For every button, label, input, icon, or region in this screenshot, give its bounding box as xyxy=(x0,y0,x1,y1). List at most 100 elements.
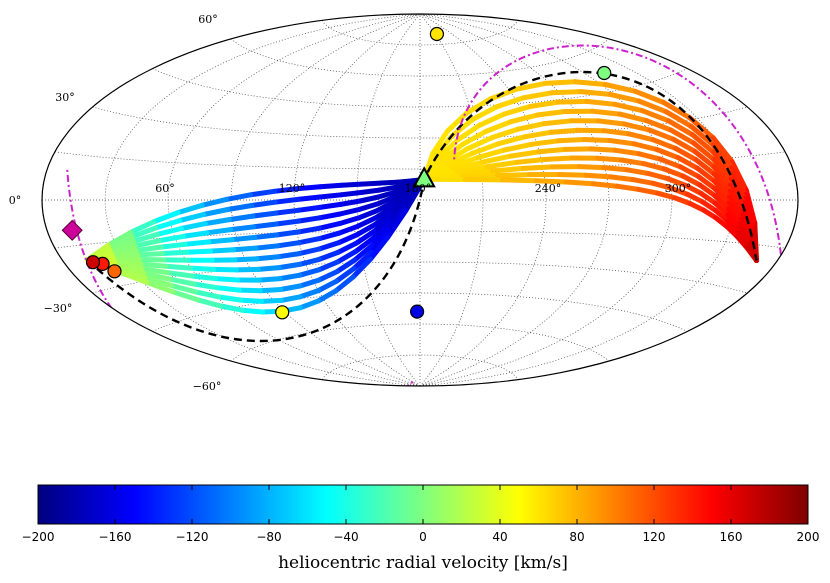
orbit-west-segment xyxy=(645,171,671,182)
orbit-west-segment xyxy=(668,127,697,146)
meridian-line xyxy=(104,14,421,386)
orbit-west-segment xyxy=(589,108,623,117)
markers-layer xyxy=(61,26,612,320)
orbit-east-segment xyxy=(138,261,169,269)
orbit-east-segment xyxy=(199,196,229,208)
orbit-west-segment xyxy=(670,136,698,154)
orbit-east-segment xyxy=(278,283,303,292)
orbit-east-segment xyxy=(374,199,397,214)
colorbar-tick-label: −80 xyxy=(256,530,281,544)
orbit-east-segment xyxy=(180,230,210,239)
orbit-west-segment xyxy=(515,121,547,132)
orbit-west-segment xyxy=(621,121,653,133)
orbit-east-segment xyxy=(336,223,361,236)
orbit-east-segment xyxy=(296,246,322,257)
orbit-west-segment xyxy=(608,174,636,183)
orbit-west-segment xyxy=(614,183,642,192)
orbit-west-segment xyxy=(630,177,656,186)
colorbar-tick-label: 160 xyxy=(720,530,743,544)
orbit-west-segment xyxy=(677,164,702,180)
orbit-east-segment xyxy=(296,236,322,246)
orbit-west-segment xyxy=(501,103,533,117)
mean-orbit-path xyxy=(86,70,758,343)
orbit-east-segment xyxy=(251,221,279,230)
orbit-east-segment xyxy=(252,232,280,240)
colorbar-tick-label: 0 xyxy=(419,530,427,544)
orbit-east-segment xyxy=(316,249,341,262)
orbit-west-segment xyxy=(694,165,718,184)
orbit-east-segment xyxy=(182,239,212,247)
lon-tick-120: 120° xyxy=(279,182,306,195)
orbit-west-segment xyxy=(494,172,533,178)
orbit-east-segment xyxy=(377,179,400,186)
orbit-west-segment xyxy=(602,82,638,94)
orbit-east-segment xyxy=(165,270,195,279)
orbit-east-segment xyxy=(385,208,409,240)
parallel-line xyxy=(230,38,610,77)
colorbar-label: heliocentric radial velocity [km/s] xyxy=(278,553,568,573)
orbit-west-segment xyxy=(595,118,627,127)
orbit-west-segment xyxy=(673,145,699,163)
orbit-west-segment xyxy=(578,89,613,97)
orbit-west-segment xyxy=(655,190,678,201)
orbit-east-segment xyxy=(239,307,266,315)
orbit-east-segment xyxy=(109,248,139,258)
orbit-east-segment xyxy=(338,198,363,207)
orbit-west-segment xyxy=(476,111,507,128)
orbit-east-segment xyxy=(317,192,344,200)
orbit-west-segment xyxy=(451,159,485,173)
orbit-west-segment xyxy=(668,185,691,197)
orbit-west-segment xyxy=(726,194,744,218)
orbit-west-segment xyxy=(575,127,607,134)
orbit-east-segment xyxy=(204,227,234,236)
orbit-east-segment xyxy=(369,224,393,248)
orbit-west-segment xyxy=(618,157,646,167)
orbit-west-segment xyxy=(728,176,747,206)
orbit-west-segment xyxy=(514,80,548,92)
orbit-east-segment xyxy=(393,181,414,190)
orbit-west-segment xyxy=(562,146,594,152)
orbit-east-segment xyxy=(225,203,255,212)
orbit-east-segment xyxy=(143,279,176,295)
orbit-east-segment xyxy=(295,194,323,202)
orbit-west-segment xyxy=(556,172,589,178)
orbit-west-segment xyxy=(483,119,514,134)
orbit-west-segment xyxy=(502,141,535,153)
orbit-east-segment xyxy=(337,206,362,217)
orbit-east-segment xyxy=(316,269,340,283)
orbit-west-segment xyxy=(710,135,735,165)
meridian-line xyxy=(419,14,736,386)
lat-tick-60: 60° xyxy=(198,13,218,26)
orbit-west-segment xyxy=(712,193,731,212)
orbit-west-segment xyxy=(455,122,482,143)
orbit-west-segment xyxy=(494,95,526,110)
orbit-west-segment xyxy=(666,118,695,138)
orbit-west-segment xyxy=(445,110,470,134)
lon-tick-300: 300° xyxy=(665,182,692,195)
orbit-east-segment xyxy=(233,266,261,273)
orbit-east-segment xyxy=(297,277,322,289)
colorbar-ticks: −200 −160 −120 −80 −40 0 40 80 120 160 200 xyxy=(22,485,819,544)
observed-point-marker xyxy=(275,305,290,320)
orbit-west-segment xyxy=(712,186,732,206)
orbit-west-segment xyxy=(693,157,717,177)
orbit-west-segment xyxy=(617,111,649,123)
lat-tick-minus60: −60° xyxy=(193,380,222,393)
orbit-east-segment xyxy=(223,192,254,202)
lat-tick-0: 0° xyxy=(9,194,22,207)
orbit-west-segment xyxy=(576,164,607,171)
orbit-east-segment xyxy=(214,285,242,293)
orbit-east-segment xyxy=(216,294,244,303)
orbit-west-segment xyxy=(725,212,742,231)
orbit-east-segment xyxy=(276,261,302,271)
orbit-west-segment xyxy=(654,147,681,161)
orbit-east-segment xyxy=(356,208,380,221)
orbit-east-segment xyxy=(128,219,157,235)
target-diamond-marker xyxy=(61,219,83,241)
orbit-west-segment xyxy=(495,134,528,147)
orbit-west-segment xyxy=(542,155,575,162)
orbit-west-segment xyxy=(641,161,667,172)
orbit-west-segment xyxy=(647,127,676,142)
orbit-east-segment xyxy=(108,243,138,255)
